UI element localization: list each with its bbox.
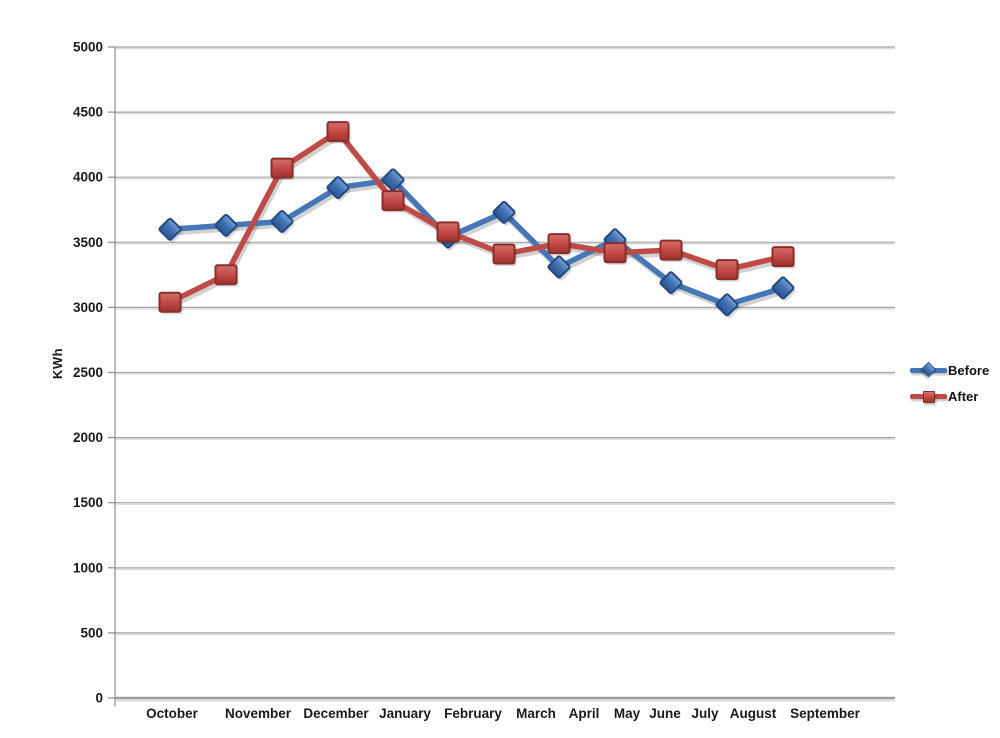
before-series-marker-icon <box>910 361 947 378</box>
x-tick-label: December <box>303 706 369 721</box>
x-tick-label: March <box>516 706 556 721</box>
marker-square-after <box>547 233 571 255</box>
marker-square-after <box>603 242 627 264</box>
marker-diamond-before <box>659 271 683 295</box>
marker-square-after <box>771 246 795 268</box>
legend: Before After <box>910 361 990 404</box>
marker-square-after <box>492 243 516 265</box>
marker-diamond-before <box>547 255 571 279</box>
marker-square-after <box>158 291 182 313</box>
x-tick-label: April <box>569 706 600 721</box>
x-tick-label: September <box>790 706 861 721</box>
y-tick-label: 3500 <box>73 235 103 250</box>
marker-square-after <box>715 259 739 281</box>
y-tick-label: 4500 <box>73 105 103 120</box>
x-tick-label: June <box>649 706 681 721</box>
x-tick-label: February <box>444 706 502 721</box>
marker-diamond-before <box>214 213 238 237</box>
marker-square-after <box>214 264 238 286</box>
y-tick-label: 2500 <box>73 365 103 380</box>
after-series-marker-icon <box>910 388 947 404</box>
x-tick-label: January <box>379 706 431 721</box>
x-tick-label: October <box>146 706 199 721</box>
x-tick-label: May <box>614 706 641 721</box>
marker-diamond-before <box>326 176 350 200</box>
legend-item-after: After <box>910 388 989 404</box>
marker-square-after <box>270 157 294 179</box>
y-tick-label: 3000 <box>73 300 103 315</box>
marker-diamond-before <box>158 217 182 241</box>
marker-diamond-before <box>715 293 739 317</box>
y-axis-title: KWh <box>50 347 65 380</box>
x-tick-label: July <box>691 706 719 721</box>
legend-item-before: Before <box>910 361 990 378</box>
marker-diamond-before <box>492 200 516 224</box>
y-tick-label: 2000 <box>73 430 103 445</box>
legend-label-before: Before <box>948 362 990 378</box>
y-tick-label: 4000 <box>73 170 103 185</box>
marker-square-after <box>326 121 350 143</box>
y-tick-label: 500 <box>80 625 103 640</box>
marker-diamond-before <box>270 210 294 233</box>
y-tick-label: 0 <box>95 691 103 706</box>
marker-square-after <box>381 190 405 212</box>
marker-diamond-before <box>771 276 795 300</box>
y-tick-label: 1500 <box>73 495 103 510</box>
x-tick-label: August <box>730 706 777 721</box>
x-tick-label: November <box>225 706 292 721</box>
y-tick-label: 5000 <box>73 40 103 55</box>
square-marker-icon <box>923 391 935 403</box>
legend-label-after: After <box>948 388 979 404</box>
y-tick-label: 1000 <box>73 560 103 575</box>
marker-square-after <box>436 221 460 243</box>
marker-square-after <box>659 239 683 261</box>
marker-diamond-before <box>381 168 405 192</box>
diamond-marker-icon <box>920 361 937 378</box>
